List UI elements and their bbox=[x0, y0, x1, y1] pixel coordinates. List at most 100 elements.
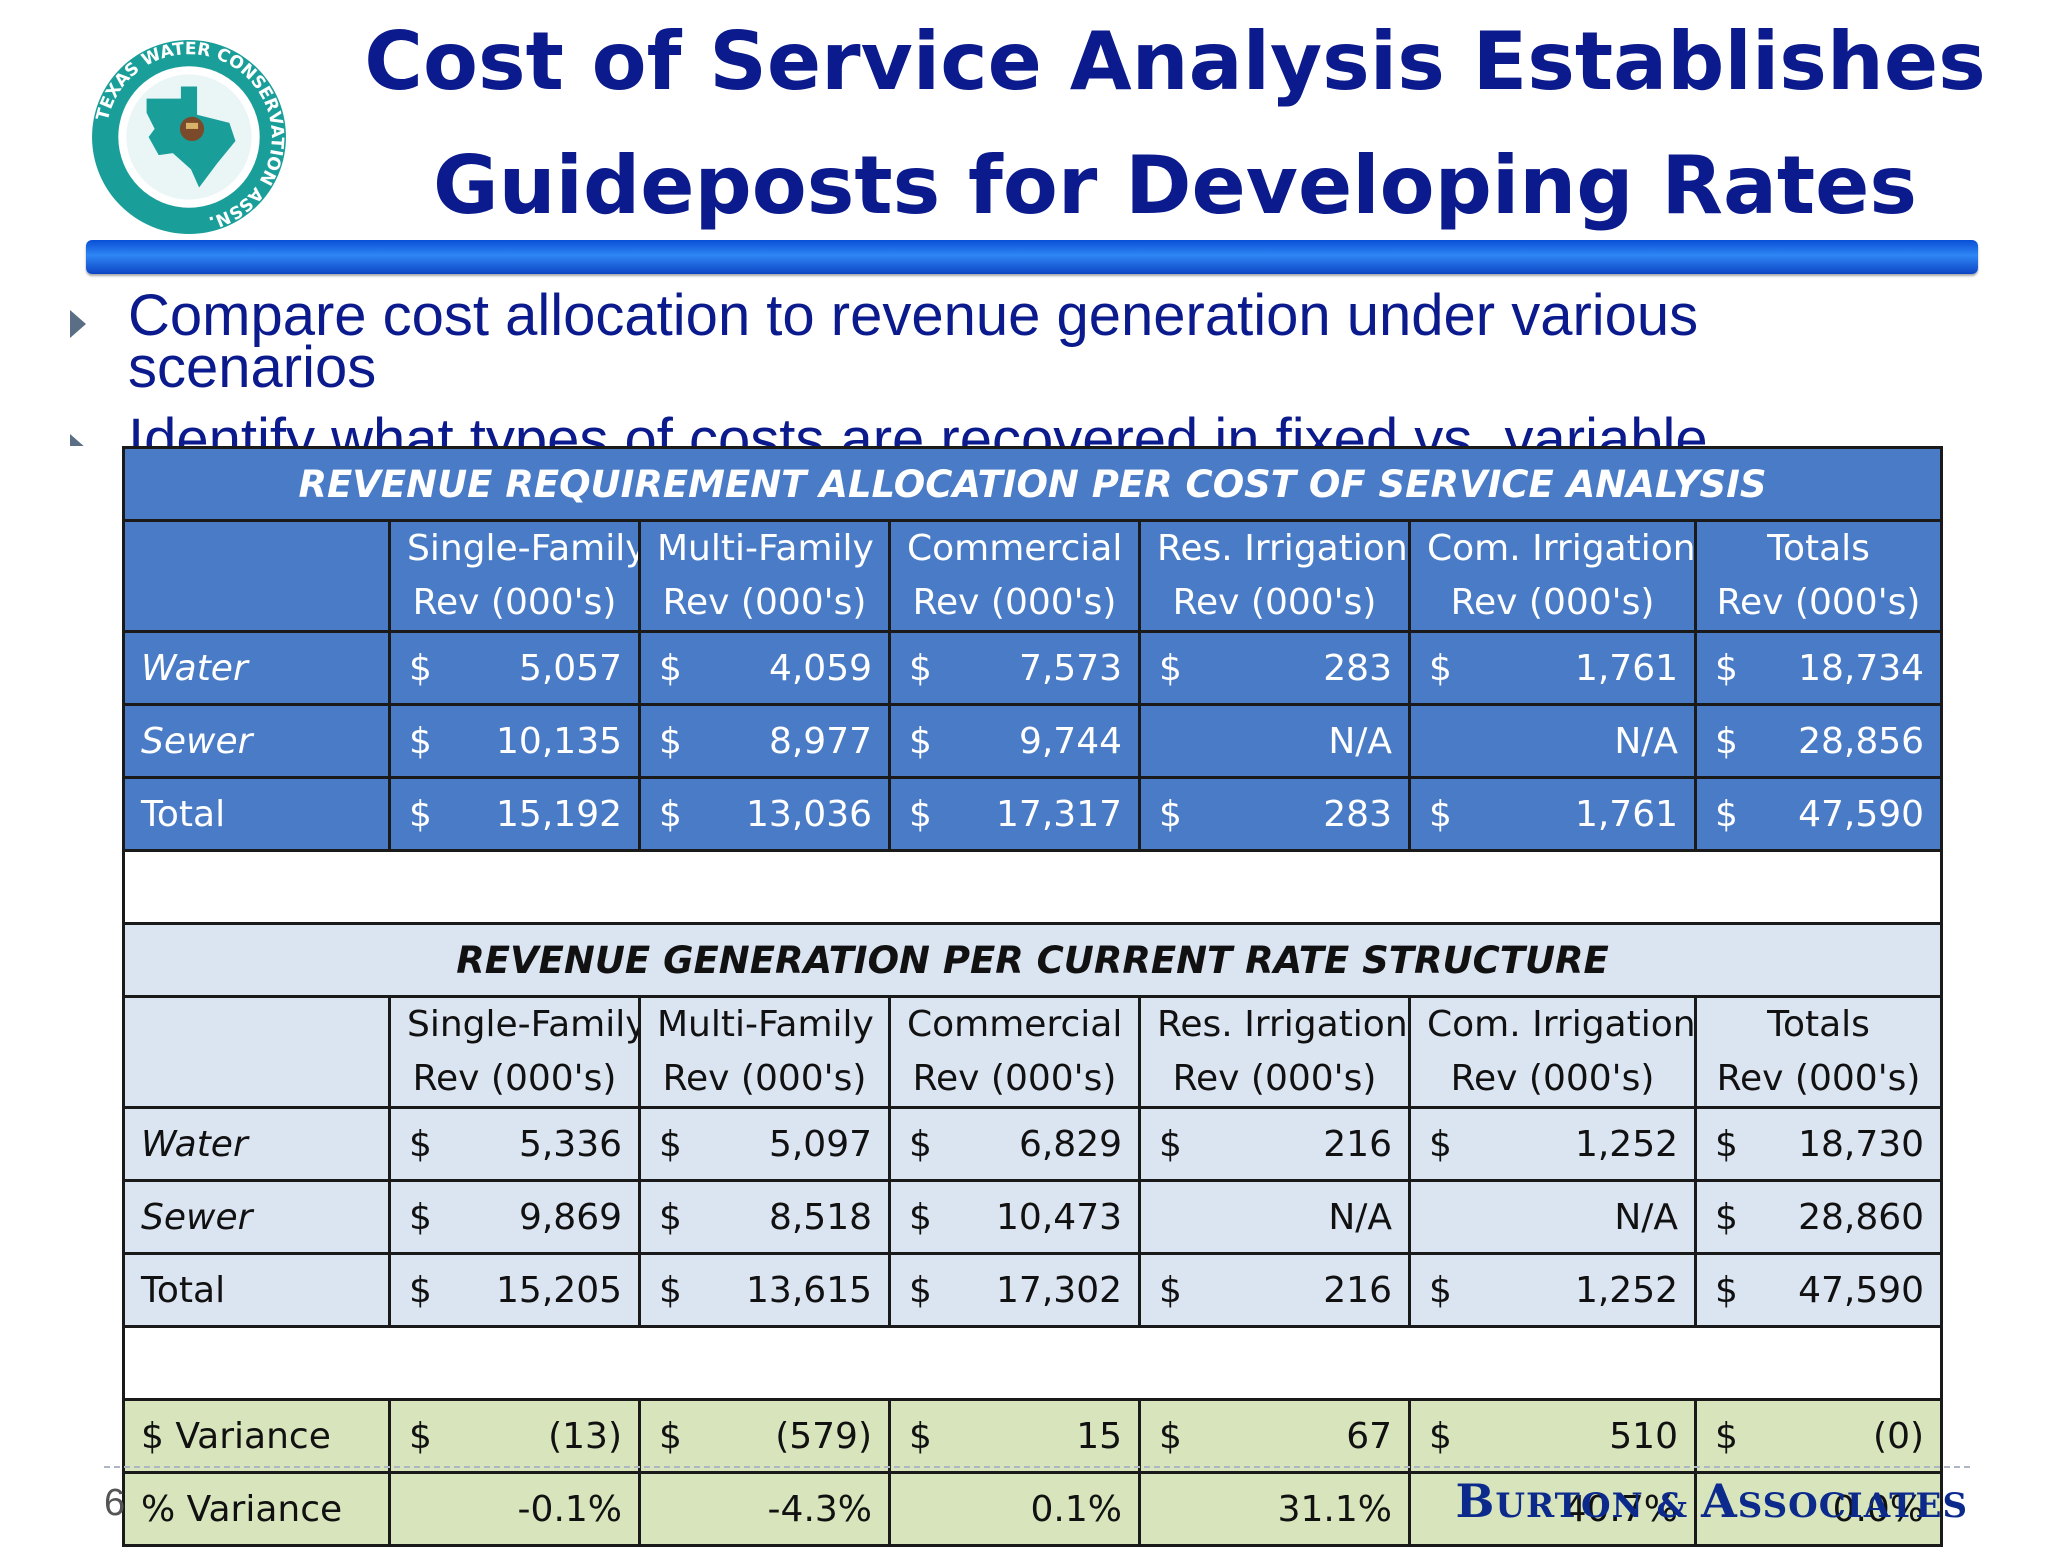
table-cell: $216 bbox=[1138, 1252, 1411, 1328]
currency-symbol: $ bbox=[1159, 1123, 1182, 1165]
table-cell: $510 bbox=[1408, 1398, 1697, 1474]
percent-variance-row: % Variance -0.1% -4.3% 0.1% 31.1% 40.7% 0.0% bbox=[122, 1471, 1944, 1547]
cell-value: N/A bbox=[1614, 1196, 1678, 1238]
cell-value: 8,518 bbox=[768, 1196, 872, 1238]
cell-value: 283 bbox=[1323, 793, 1392, 835]
currency-symbol: $ bbox=[1159, 647, 1182, 689]
row-label-text: $ Variance bbox=[141, 1415, 331, 1457]
table-cell: $13,036 bbox=[638, 776, 891, 852]
currency-symbol: $ bbox=[909, 1123, 932, 1165]
table-cell: -4.3% bbox=[638, 1471, 891, 1547]
column-header: Res. Irrigation Rev (000's) bbox=[1138, 519, 1411, 633]
row-label: Sewer bbox=[122, 1179, 391, 1255]
cell-value: 28,860 bbox=[1798, 1196, 1925, 1238]
currency-symbol: $ bbox=[659, 1196, 682, 1238]
table-row: Total $15,205 $13,615 $17,302 $216 $1,252 $47,… bbox=[122, 1252, 1944, 1328]
cell-value: (579) bbox=[775, 1415, 872, 1457]
cell-value: 13,615 bbox=[746, 1269, 872, 1311]
bullet-text: Identify what types of costs are recover… bbox=[128, 407, 1708, 447]
cell-value: N/A bbox=[1328, 1196, 1392, 1238]
page-number: 6 bbox=[104, 1482, 126, 1524]
currency-symbol: $ bbox=[1159, 1415, 1182, 1457]
row-label: % Variance bbox=[122, 1471, 391, 1547]
column-header-line2: Rev (000's) bbox=[1450, 582, 1655, 623]
row-label-text: Sewer bbox=[141, 1196, 253, 1238]
table-cell: 0.1% bbox=[888, 1471, 1141, 1547]
table-cell: $15 bbox=[888, 1398, 1141, 1474]
column-header: Multi-Family Rev (000's) bbox=[638, 519, 891, 633]
cell-value: 10,473 bbox=[996, 1196, 1122, 1238]
cell-value: N/A bbox=[1328, 720, 1392, 762]
currency-symbol: $ bbox=[409, 1196, 432, 1238]
footer-divider bbox=[104, 1466, 1970, 1468]
section-heading-row: REVENUE GENERATION PER CURRENT RATE STRU… bbox=[121, 922, 1944, 998]
section-heading: REVENUE REQUIREMENT ALLOCATION PER COST … bbox=[121, 446, 1944, 522]
table-row: Water $5,057 $4,059 $7,573 $283 $1,761 $18,734 bbox=[122, 630, 1944, 706]
currency-symbol: $ bbox=[1715, 793, 1738, 835]
table-cell: $18,730 bbox=[1693, 1106, 1944, 1182]
currency-symbol: $ bbox=[659, 1123, 682, 1165]
cell-value: 47,590 bbox=[1798, 793, 1925, 835]
cell-value: -0.1% bbox=[517, 1488, 622, 1530]
table-cell: $15,192 bbox=[388, 776, 641, 852]
row-label: Water bbox=[122, 1106, 391, 1182]
currency-symbol: $ bbox=[1715, 1269, 1738, 1311]
column-header: Totals Rev (000's) bbox=[1693, 995, 1944, 1109]
table-cell: $4,059 bbox=[638, 630, 891, 706]
column-header-line1: Totals bbox=[1767, 1004, 1870, 1045]
slide-title-line-2: Guideposts for Developing Rates bbox=[432, 139, 1918, 232]
header-corner bbox=[122, 995, 391, 1109]
cell-value: 216 bbox=[1323, 1123, 1392, 1165]
column-header-line2: Rev (000's) bbox=[912, 1058, 1117, 1099]
cell-value: 5,336 bbox=[518, 1123, 622, 1165]
currency-symbol: $ bbox=[659, 793, 682, 835]
column-header-line1: Commercial bbox=[907, 1004, 1123, 1045]
header-corner bbox=[122, 519, 391, 633]
column-header-line1: Res. Irrigation bbox=[1157, 1004, 1408, 1045]
currency-symbol: $ bbox=[409, 793, 432, 835]
bullet-item: Identify what types of costs are recover… bbox=[60, 411, 1960, 446]
currency-symbol: $ bbox=[1159, 793, 1182, 835]
currency-symbol: $ bbox=[409, 1123, 432, 1165]
cell-value: 40.7% bbox=[1563, 1488, 1678, 1530]
cell-value: 7,573 bbox=[1018, 647, 1122, 689]
table-cell: 31.1% bbox=[1138, 1471, 1411, 1547]
table-cell: $17,302 bbox=[888, 1252, 1141, 1328]
cell-value: 10,135 bbox=[496, 720, 622, 762]
column-header-line1: Com. Irrigation bbox=[1427, 1004, 1696, 1045]
cell-value: 1,761 bbox=[1574, 793, 1678, 835]
column-header-line1: Com. Irrigation bbox=[1427, 528, 1696, 569]
row-label-text: Total bbox=[141, 1269, 226, 1311]
column-header-line2: Rev (000's) bbox=[662, 1058, 867, 1099]
table-cell: $1,761 bbox=[1408, 776, 1697, 852]
currency-symbol: $ bbox=[1715, 1196, 1738, 1238]
currency-symbol: $ bbox=[909, 647, 932, 689]
row-label: Sewer bbox=[122, 703, 391, 779]
column-header: Commercial Rev (000's) bbox=[888, 519, 1141, 633]
section-heading: REVENUE GENERATION PER CURRENT RATE STRU… bbox=[121, 922, 1944, 998]
column-header-line2: Rev (000's) bbox=[412, 582, 617, 623]
row-label: $ Variance bbox=[122, 1398, 391, 1474]
cell-value: 6,829 bbox=[1018, 1123, 1122, 1165]
currency-symbol: $ bbox=[909, 1415, 932, 1457]
currency-symbol: $ bbox=[409, 1269, 432, 1311]
table-cell: $216 bbox=[1138, 1106, 1411, 1182]
table-cell: $17,317 bbox=[888, 776, 1141, 852]
table-cell: $13,615 bbox=[638, 1252, 891, 1328]
table-cell: 40.7% bbox=[1408, 1471, 1697, 1547]
cell-value: 18,734 bbox=[1798, 647, 1925, 689]
cell-value: 283 bbox=[1323, 647, 1392, 689]
cell-value: 67 bbox=[1346, 1415, 1392, 1457]
table-cell: $47,590 bbox=[1693, 776, 1944, 852]
cell-value: 9,869 bbox=[518, 1196, 622, 1238]
bullet-text: Compare cost allocation to revenue gener… bbox=[128, 290, 1699, 400]
currency-symbol: $ bbox=[1429, 793, 1452, 835]
table-cell: N/A bbox=[1408, 703, 1697, 779]
currency-symbol: $ bbox=[909, 720, 932, 762]
cell-value: 1,761 bbox=[1574, 647, 1678, 689]
cell-value: 15,192 bbox=[496, 793, 622, 835]
column-header: Res. Irrigation Rev (000's) bbox=[1138, 995, 1411, 1109]
cell-value: 510 bbox=[1609, 1415, 1678, 1457]
row-label: Water bbox=[122, 630, 391, 706]
currency-symbol: $ bbox=[1429, 1415, 1452, 1457]
